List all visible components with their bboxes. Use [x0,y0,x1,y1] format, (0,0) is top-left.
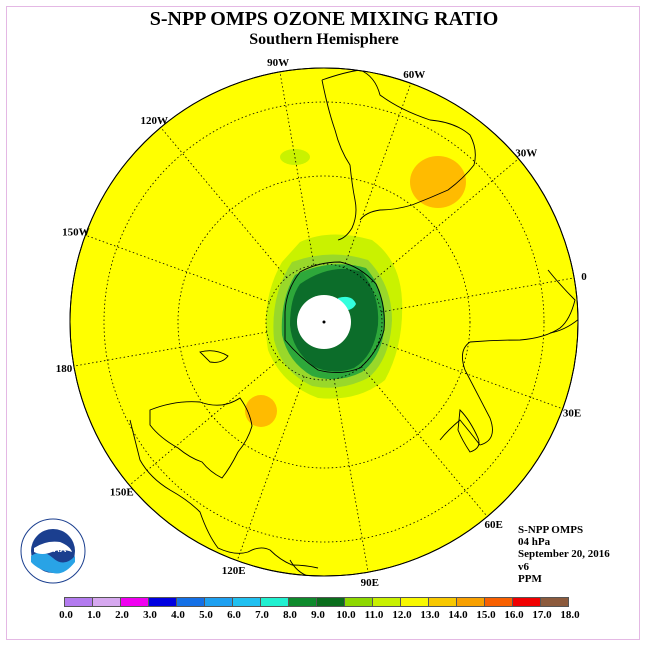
meridian-line [236,376,305,561]
colorbar-cell [64,597,93,607]
colorbar-cell [288,597,317,607]
longitude-label: 30E [563,407,581,419]
colorbar-cell [456,597,485,607]
colorbar-tick-label: 5.0 [199,609,213,621]
longitude-label: 180 [56,363,73,375]
longitude-label: 90W [267,57,289,69]
colorbar [64,597,569,607]
colorbar-tick-label: 7.0 [255,609,269,621]
colorbar-tick-label: 4.0 [171,609,185,621]
longitude-label: 120W [141,115,169,127]
info-units: PPM [518,572,542,585]
colorbar-cell [260,597,289,607]
colorbar-cell [344,597,373,607]
colorbar-cell [540,597,569,607]
info-version: v6 [518,560,529,573]
colorbar-cell [176,597,205,607]
longitude-labels: 90W 60W 30W 0 30E 60E 90E 120E 150E 180 150W 120W [56,57,587,589]
colorbar-cell [512,597,541,607]
colorbar-cell [232,597,261,607]
map-subtitle: Southern Hemisphere [249,31,399,48]
colorbar-cell [372,597,401,607]
meridian-line [378,341,563,410]
longitude-label: 120E [222,565,246,577]
info-block: S-NPP OMPS 04 hPa September 20, 2016 v6 … [518,524,610,585]
meridian-line [368,158,519,286]
colorbar-tick-label: 0.0 [59,609,73,621]
figure-frame [6,6,640,640]
south-pole-marker [322,320,326,324]
colorbar-tick-label: 6.0 [227,609,241,621]
colorbar-tick-label: 13.0 [420,609,440,621]
colorbar-cell [400,597,429,607]
colorbar-tick-label: 11.0 [364,609,384,621]
logo-text: NOAA [40,544,67,554]
colorbar-tick-label: 16.0 [504,609,524,621]
noaa-logo: NOAA [20,518,86,584]
map-title: S-NPP OMPS OZONE MIXING RATIO [149,8,499,30]
meridian-line [343,83,412,268]
longitude-label: 150E [110,487,134,499]
colorbar-tick-label: 18.0 [560,609,580,621]
meridian-line [129,358,280,486]
longitude-label: 90E [361,577,379,589]
region-orange-sw [245,395,277,427]
colorbar-cell [92,597,121,607]
colorbar-tick-label: 14.0 [448,609,468,621]
colorbar-tick-label: 15.0 [476,609,496,621]
colorbar-cell [120,597,149,607]
meridian-line [381,277,575,313]
info-date: September 20, 2016 [518,548,610,561]
colorbar-cell [204,597,233,607]
colorbar-tick-label: 12.0 [392,609,412,621]
info-instrument: S-NPP OMPS [518,524,584,536]
colorbar-tick-label: 2.0 [115,609,129,621]
meridian-line [73,331,267,367]
meridian-line [160,127,288,278]
meridian-line [85,234,270,303]
meridian-line [360,366,488,517]
longitude-label: 60E [485,519,503,531]
meridian-line [333,379,369,573]
region-orange-ne [410,156,466,208]
longitude-label: 0 [581,271,587,283]
info-pressure-level: 04 hPa [518,536,551,549]
colorbar-tick-label: 1.0 [87,609,101,621]
longitude-label: 60W [403,69,425,81]
longitude-label: 30W [515,147,537,159]
meridian-line [279,71,315,265]
colorbar-tick-label: 9.0 [311,609,325,621]
longitude-label: 150W [62,227,90,239]
region-light-green-nw [280,149,310,165]
colorbar-cell [148,597,177,607]
colorbar-tick-label: 8.0 [283,609,297,621]
latitude-circles [103,101,545,543]
colorbar-cell [316,597,345,607]
colorbar-tick-label: 3.0 [143,609,157,621]
meridians [73,71,575,573]
colorbar-cell [484,597,513,607]
colorbar-tick-label: 17.0 [532,609,552,621]
colorbar-tick-label: 10.0 [336,609,356,621]
colorbar-cell [428,597,457,607]
coastlines [129,69,578,576]
